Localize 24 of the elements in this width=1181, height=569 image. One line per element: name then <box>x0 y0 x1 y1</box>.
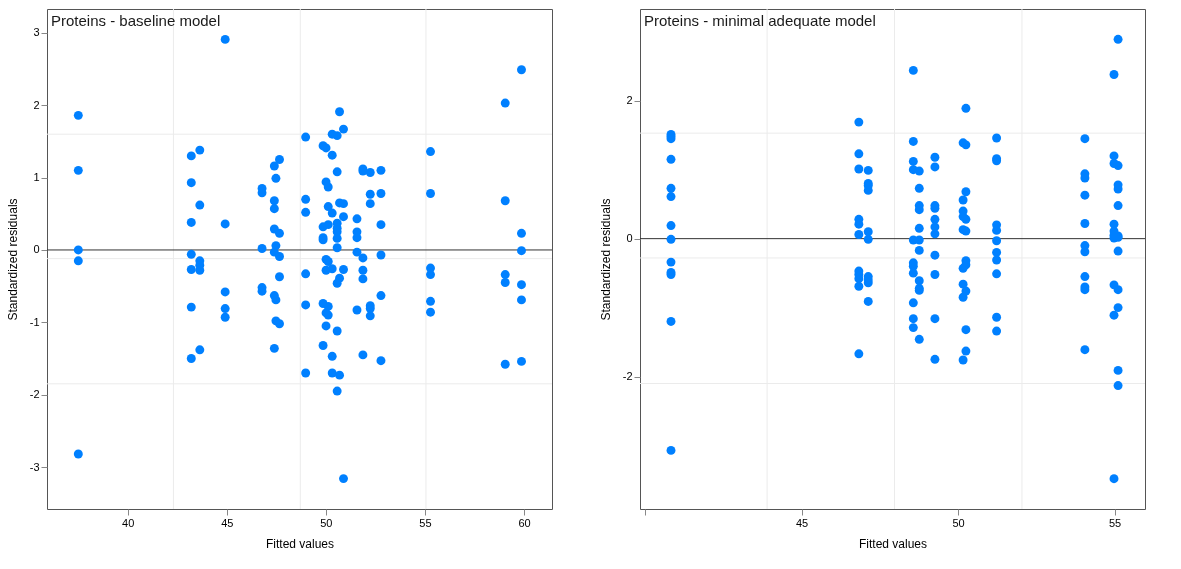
y-tick-label: 1 <box>33 171 40 184</box>
x-tick-label: 55 <box>1109 516 1122 529</box>
x-tick-label: 55 <box>419 516 432 529</box>
x-tick-label: 50 <box>320 516 333 529</box>
chart-title: Proteins - baseline model <box>51 12 221 29</box>
x-tick-label: 45 <box>221 516 234 529</box>
y-tick-label: -1 <box>29 315 40 328</box>
x-tick-label: 50 <box>952 516 965 529</box>
x-tick-label: 45 <box>795 516 809 529</box>
y-tick-label: 0 <box>626 232 633 245</box>
y-tick-label: 2 <box>33 98 40 111</box>
x-axis-title: Fitted values <box>265 536 335 551</box>
y-tick-label: -3 <box>29 460 40 473</box>
chart-title: Proteins - minimal adequate model <box>644 12 876 29</box>
y-tick-label: -2 <box>29 388 40 401</box>
y-axis-title: Standardized residuals <box>598 198 613 321</box>
y-tick-label: -2 <box>622 370 633 383</box>
x-axis-title: Fitted values <box>858 536 928 551</box>
y-tick-label: 3 <box>33 26 40 39</box>
y-tick-label: 0 <box>33 243 40 256</box>
x-tick-label: 60 <box>518 516 531 529</box>
y-axis-title: Standardized residuals <box>5 198 20 321</box>
y-tick-label: 2 <box>626 94 633 107</box>
x-tick-label: 40 <box>122 516 135 529</box>
